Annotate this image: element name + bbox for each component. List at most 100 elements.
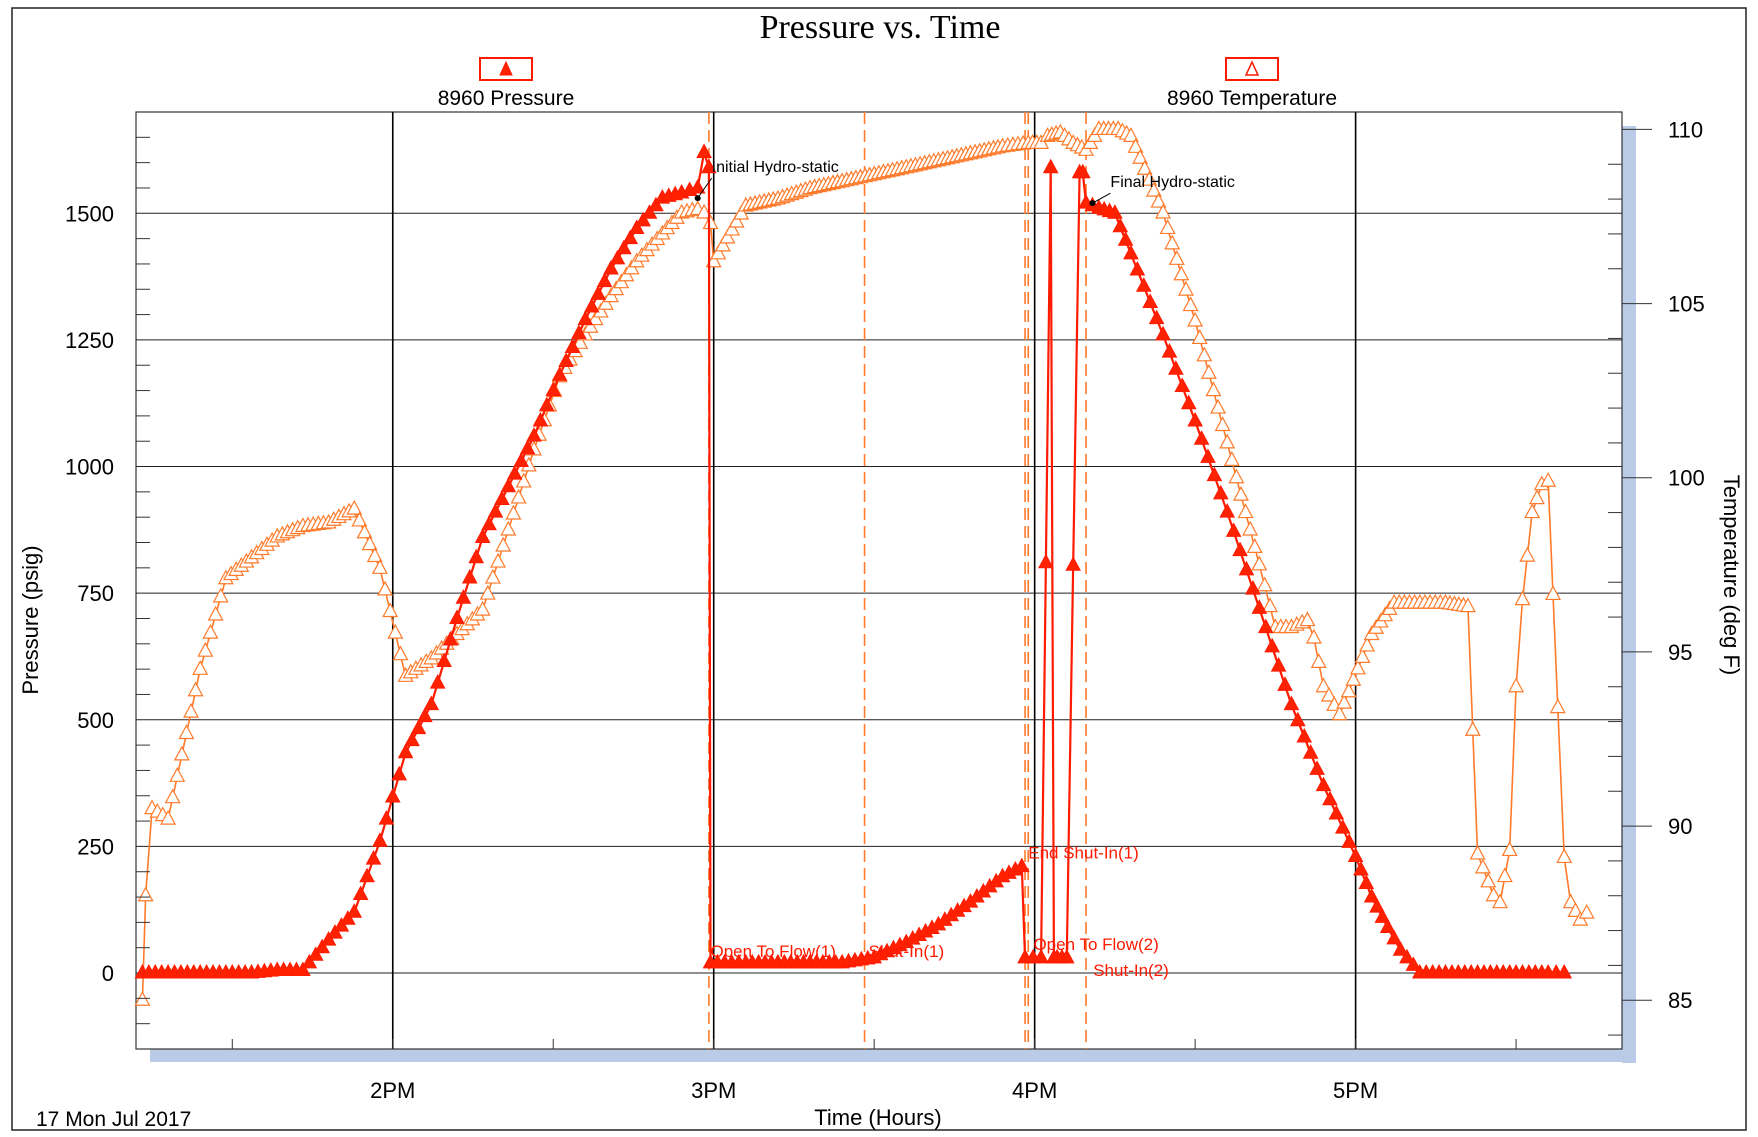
- pressure-point: [1123, 244, 1139, 260]
- pressure-point: [1033, 948, 1049, 964]
- pressure-point: [481, 515, 497, 531]
- pressure-point: [641, 204, 658, 219]
- pressure-point: [417, 707, 433, 723]
- temperature-point: [1145, 181, 1162, 197]
- pressure-series: [134, 143, 1573, 979]
- temperature-point: [1578, 903, 1595, 919]
- pressure-point: [1334, 819, 1351, 834]
- pressure-point: [596, 272, 613, 288]
- outer-border: [11, 7, 1747, 1131]
- temperature-point: [1196, 346, 1213, 362]
- temperature-point: [1223, 451, 1240, 466]
- pressure-point: [577, 310, 594, 326]
- pressure-point: [449, 609, 465, 624]
- temperature-point: [1315, 677, 1332, 693]
- axes: 0 250 500 750 1000 1250 1500 85 90 95 100 105 110 2PM…: [65, 117, 1705, 1103]
- temperature-point: [1155, 203, 1172, 219]
- temperature-point: [197, 641, 214, 657]
- y2-axis-label: Temperature (deg F): [1719, 475, 1744, 676]
- annotation-label: Shut-In(2): [1093, 961, 1169, 980]
- pressure-point: [1341, 833, 1358, 848]
- pressure-point: [1161, 343, 1178, 358]
- y-tick-label: 0: [102, 961, 114, 986]
- temperature-point: [728, 212, 745, 228]
- temperature-point: [724, 220, 741, 236]
- temperature-point: [183, 702, 200, 718]
- y2-tick-label: 100: [1668, 466, 1705, 491]
- pressure-point: [397, 743, 414, 759]
- pressure-point: [1225, 522, 1242, 537]
- pressure-point: [1174, 377, 1191, 393]
- temperature-point: [346, 499, 363, 515]
- pressure-point: [1270, 657, 1287, 672]
- temperature-point: [1514, 590, 1531, 606]
- pressure-point: [1219, 503, 1236, 518]
- pressure-point: [474, 528, 491, 543]
- pressure-point: [1392, 941, 1409, 956]
- annotation-label: Open To Flow(2): [1033, 935, 1158, 954]
- temperature-point: [1562, 893, 1579, 909]
- temperature-point: [1459, 597, 1476, 613]
- pressure-point: [365, 850, 382, 865]
- temperature-point: [1136, 159, 1153, 175]
- annotation-label: Initial Hydro-static: [712, 159, 839, 176]
- pressure-point: [1257, 618, 1274, 634]
- plot-shadow-bottom: [150, 1049, 1636, 1062]
- pressure-point: [1347, 847, 1364, 863]
- pressure-point: [1405, 956, 1422, 971]
- pressure-point: [1155, 325, 1171, 341]
- temperature-point: [582, 318, 599, 333]
- annotation-label: Shut-In(1): [869, 942, 945, 961]
- temperature-point: [515, 472, 532, 488]
- pressure-point: [1358, 874, 1375, 890]
- pressure-point: [1290, 711, 1306, 727]
- pressure-point: [1180, 394, 1197, 410]
- temperature-point: [1480, 872, 1497, 888]
- temperature-point: [696, 203, 713, 219]
- x-axis-label: Time (Hours): [814, 1105, 942, 1130]
- pressure-point: [513, 452, 529, 467]
- x-tick-label: 2PM: [370, 1078, 415, 1103]
- temperature-point: [1485, 886, 1502, 902]
- pressure-point: [1013, 857, 1030, 873]
- pressure-point: [532, 411, 549, 427]
- y-tick-label: 1500: [65, 201, 114, 226]
- temperature-point: [1474, 858, 1491, 874]
- pressure-point: [301, 953, 318, 969]
- pressure-point: [1315, 776, 1332, 792]
- pressure-point: [1238, 560, 1255, 576]
- pressure-point: [352, 885, 369, 901]
- pressure-point: [628, 219, 645, 234]
- temperature-point: [1464, 721, 1481, 736]
- y2-tick-label: 95: [1668, 640, 1692, 665]
- pressure-point: [609, 249, 626, 265]
- temperature-point: [710, 244, 727, 260]
- y2-tick-label: 85: [1668, 988, 1692, 1013]
- pressure-point: [696, 143, 712, 159]
- annotation-label: Open To Flow(1): [711, 942, 836, 961]
- pressure-point: [1322, 790, 1338, 806]
- legend-pressure-triangle-icon: [499, 60, 513, 76]
- temperature-point: [187, 681, 204, 697]
- pressure-point: [346, 903, 363, 918]
- pressure-point: [689, 178, 706, 194]
- temperature-point: [366, 547, 383, 563]
- temperature-point: [1354, 648, 1371, 663]
- y-tick-label: 1250: [65, 328, 114, 353]
- temperature-point: [371, 559, 388, 574]
- pressure-point: [429, 674, 446, 689]
- temperature-point: [361, 535, 378, 551]
- pressure-point: [506, 465, 523, 480]
- temperature-point: [1132, 149, 1149, 164]
- annotation-label: End Shut-In(1): [1028, 844, 1139, 863]
- pressure-point: [1277, 676, 1293, 691]
- date-label: 17 Mon Jul 2017: [36, 1108, 191, 1131]
- temperature-point: [1519, 546, 1536, 562]
- temperature-point: [505, 504, 522, 520]
- pressure-point: [1283, 695, 1300, 711]
- pressure-point: [384, 787, 401, 803]
- pressure-point: [1328, 804, 1345, 820]
- pressure-point: [1112, 217, 1129, 233]
- temperature-point: [1187, 311, 1204, 327]
- pressure-point: [603, 259, 619, 275]
